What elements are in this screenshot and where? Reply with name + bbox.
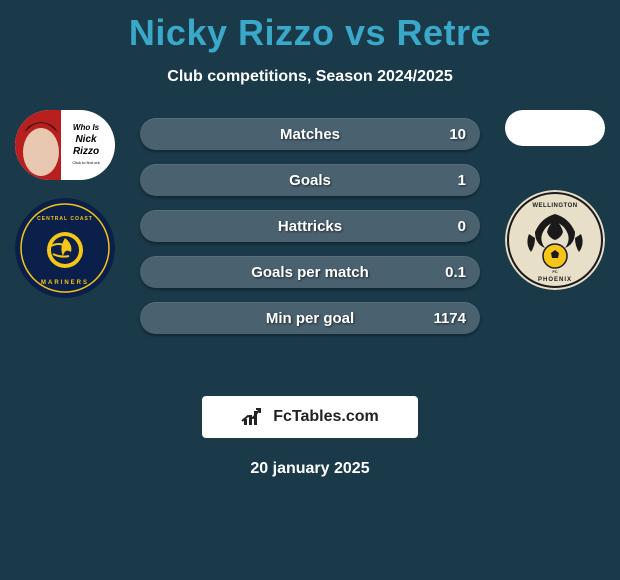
svg-text:Click to find out: Click to find out — [72, 160, 100, 165]
stat-label: Matches — [280, 126, 340, 143]
svg-text:Nick: Nick — [75, 134, 97, 145]
comparison-area: Who Is Nick Rizzo Click to find out CENT… — [0, 118, 620, 368]
stat-row-min-per-goal: Min per goal 1174 — [140, 302, 480, 334]
stats-list: Matches 10 Goals 1 Hattricks 0 Goals per… — [140, 118, 480, 334]
player-left-avatar: Who Is Nick Rizzo Click to find out — [15, 110, 115, 180]
stat-right-value: 10 — [449, 126, 466, 143]
svg-text:CENTRAL COAST: CENTRAL COAST — [37, 216, 93, 222]
stat-label: Goals per match — [251, 264, 369, 281]
stat-row-goals: Goals 1 — [140, 164, 480, 196]
svg-text:FC: FC — [552, 269, 557, 274]
stat-row-matches: Matches 10 — [140, 118, 480, 150]
stat-label: Hattricks — [278, 218, 342, 235]
stat-right-value: 1 — [458, 172, 466, 189]
stat-right-value: 0.1 — [445, 264, 466, 281]
brand-chart-icon — [241, 407, 267, 427]
svg-text:MARINERS: MARINERS — [41, 280, 89, 286]
svg-text:PHOENIX: PHOENIX — [538, 277, 572, 283]
player-right-club-badge: WELLINGTON PHOENIX FC — [505, 190, 605, 290]
right-player-column: WELLINGTON PHOENIX FC — [500, 110, 610, 290]
svg-text:Who Is: Who Is — [73, 123, 100, 132]
brand-badge[interactable]: FcTables.com — [202, 396, 418, 438]
stat-label: Goals — [289, 172, 331, 189]
left-player-column: Who Is Nick Rizzo Click to find out CENT… — [10, 110, 120, 298]
stat-row-goals-per-match: Goals per match 0.1 — [140, 256, 480, 288]
page-subtitle: Club competitions, Season 2024/2025 — [0, 68, 620, 86]
brand-text: FcTables.com — [273, 408, 379, 426]
page-title: Nicky Rizzo vs Retre — [0, 0, 620, 54]
stat-row-hattricks: Hattricks 0 — [140, 210, 480, 242]
page-date: 20 january 2025 — [0, 460, 620, 478]
stat-right-value: 1174 — [433, 310, 466, 327]
player-left-club-badge: CENTRAL COAST MARINERS — [15, 198, 115, 298]
svg-text:Rizzo: Rizzo — [73, 146, 99, 157]
stat-right-value: 0 — [458, 218, 466, 235]
svg-text:WELLINGTON: WELLINGTON — [532, 203, 577, 209]
stat-label: Min per goal — [266, 310, 354, 327]
player-right-avatar — [505, 110, 605, 146]
